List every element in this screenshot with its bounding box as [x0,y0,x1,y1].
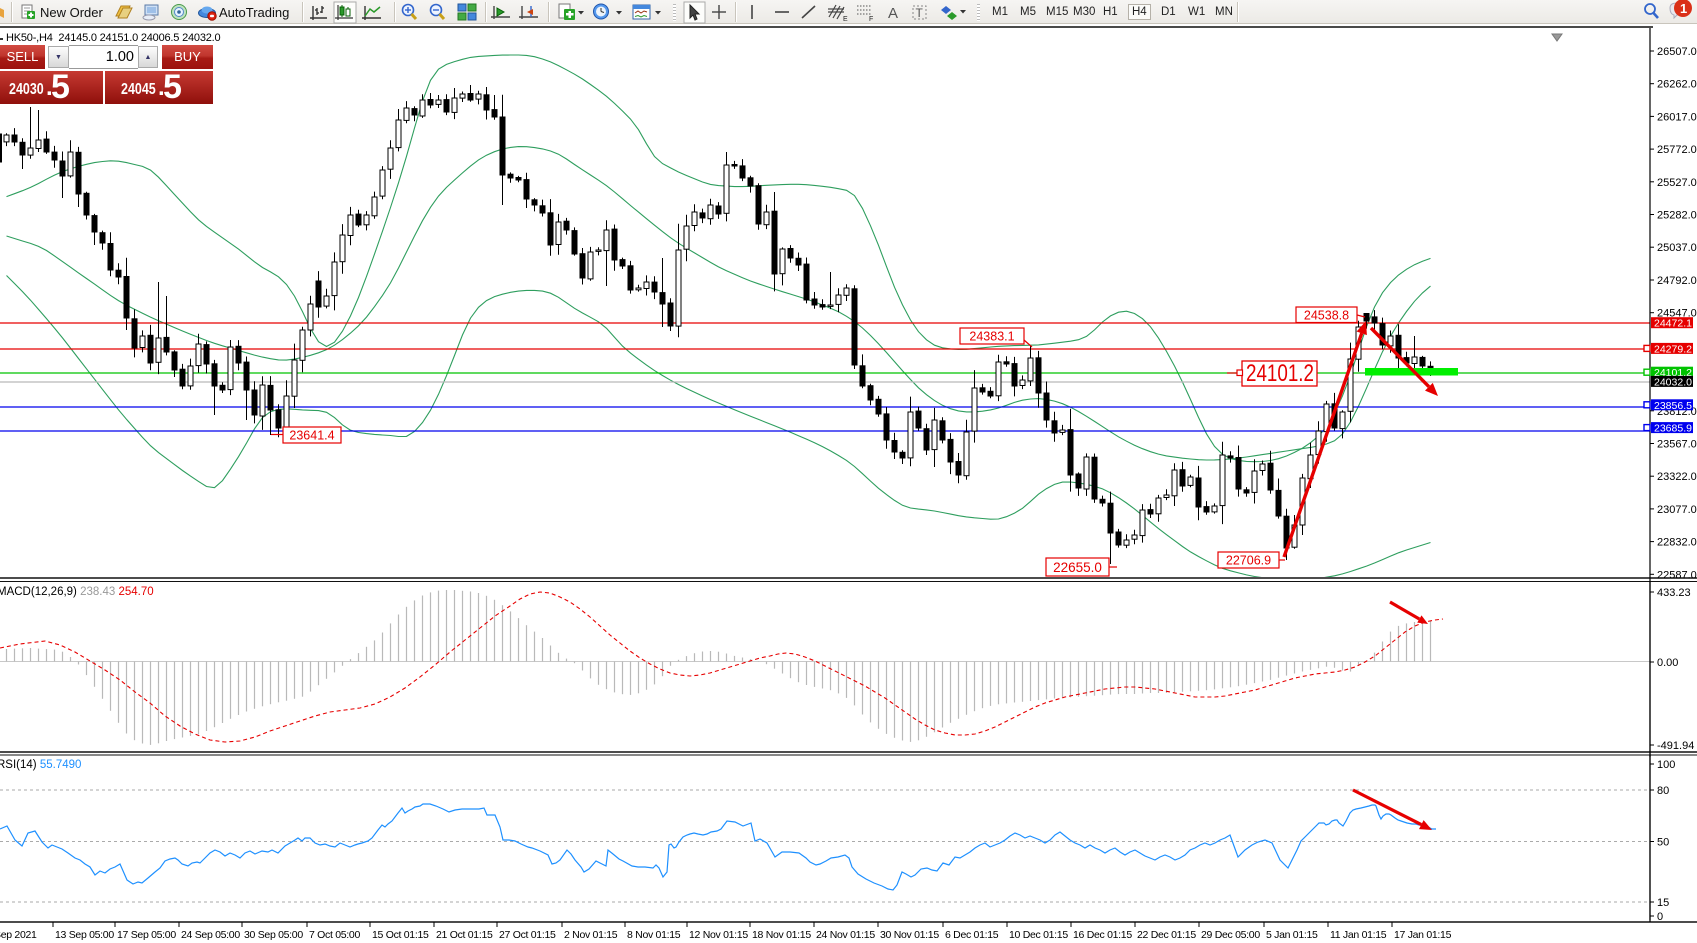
svg-text:23856.5: 23856.5 [1654,400,1692,412]
svg-text:24 Sep 05:00: 24 Sep 05:00 [181,929,240,941]
svg-text:24472.1: 24472.1 [1654,318,1692,330]
svg-text:100: 100 [1657,759,1675,771]
svg-text:22587.0: 22587.0 [1657,569,1697,581]
svg-text:A: A [888,5,898,22]
svg-text:Sep 2021: Sep 2021 [0,929,37,941]
svg-text:21 Oct 01:15: 21 Oct 01:15 [436,929,493,941]
svg-text:22706.9: 22706.9 [1226,554,1271,568]
svg-text:6 Dec 01:15: 6 Dec 01:15 [945,929,999,941]
svg-text:24547.0: 24547.0 [1657,308,1697,320]
svg-text:E: E [843,16,848,23]
svg-text:F: F [869,16,873,23]
svg-text:23685.9: 23685.9 [1654,423,1692,435]
svg-text:0.00: 0.00 [1657,657,1678,669]
svg-text:2 Nov 01:15: 2 Nov 01:15 [564,929,618,941]
svg-text:26262.0: 26262.0 [1657,79,1697,91]
svg-text:24101.2: 24101.2 [1246,360,1314,387]
svg-text:433.23: 433.23 [1657,587,1691,599]
svg-text:1: 1 [1680,1,1687,16]
svg-text:17 Sep 05:00: 17 Sep 05:00 [117,929,176,941]
svg-text:-491.94: -491.94 [1657,740,1694,752]
svg-text:8 Nov 01:15: 8 Nov 01:15 [627,929,681,941]
svg-text:23322.0: 23322.0 [1657,471,1697,483]
svg-text:11 Jan 01:15: 11 Jan 01:15 [1330,929,1387,941]
svg-text:24 Nov 01:15: 24 Nov 01:15 [816,929,875,941]
svg-text:30 Nov 01:15: 30 Nov 01:15 [880,929,939,941]
svg-text:22 Dec 01:15: 22 Dec 01:15 [1137,929,1196,941]
svg-text:RSI(14) 55.7490: RSI(14) 55.7490 [0,759,81,771]
svg-text:25527.0: 25527.0 [1657,177,1697,189]
svg-text:25037.0: 25037.0 [1657,242,1697,254]
svg-text:23641.4: 23641.4 [289,429,334,443]
svg-text:24032.0: 24032.0 [1654,376,1692,388]
svg-text:23567.0: 23567.0 [1657,439,1697,451]
svg-text:25282.0: 25282.0 [1657,210,1697,222]
svg-text:25772.0: 25772.0 [1657,144,1697,156]
svg-text:26017.0: 26017.0 [1657,111,1697,123]
svg-text:22832.0: 22832.0 [1657,537,1697,549]
svg-text:13 Sep 05:00: 13 Sep 05:00 [55,929,114,941]
svg-text:10 Dec 01:15: 10 Dec 01:15 [1009,929,1068,941]
svg-text:22655.0: 22655.0 [1053,560,1102,575]
svg-text:26507.0: 26507.0 [1657,46,1697,58]
svg-text:29 Dec 05:00: 29 Dec 05:00 [1201,929,1260,941]
svg-text:17 Jan 01:15: 17 Jan 01:15 [1394,929,1452,941]
svg-text:MACD(12,26,9) 238.43 254.70: MACD(12,26,9) 238.43 254.70 [0,586,154,598]
svg-text:18 Nov 01:15: 18 Nov 01:15 [752,929,811,941]
svg-text:0: 0 [1657,911,1663,923]
svg-text:16 Dec 01:15: 16 Dec 01:15 [1073,929,1132,941]
svg-text:15 Oct 01:15: 15 Oct 01:15 [372,929,429,941]
svg-text:27 Oct 01:15: 27 Oct 01:15 [499,929,556,941]
svg-text:24538.8: 24538.8 [1304,308,1349,322]
svg-text:30 Sep 05:00: 30 Sep 05:00 [244,929,303,941]
svg-text:80: 80 [1657,785,1669,797]
svg-text:7 Oct 05:00: 7 Oct 05:00 [309,929,360,941]
svg-text:24383.1: 24383.1 [969,330,1014,344]
svg-text:5 Jan 01:15: 5 Jan 01:15 [1266,929,1318,941]
svg-text:12 Nov 01:15: 12 Nov 01:15 [689,929,748,941]
svg-text:15: 15 [1657,897,1669,909]
svg-text:50: 50 [1657,837,1669,849]
svg-text:23077.0: 23077.0 [1657,504,1697,516]
svg-text:24279.2: 24279.2 [1654,343,1692,355]
svg-text:24792.0: 24792.0 [1657,275,1697,287]
svg-text:T: T [916,6,924,20]
